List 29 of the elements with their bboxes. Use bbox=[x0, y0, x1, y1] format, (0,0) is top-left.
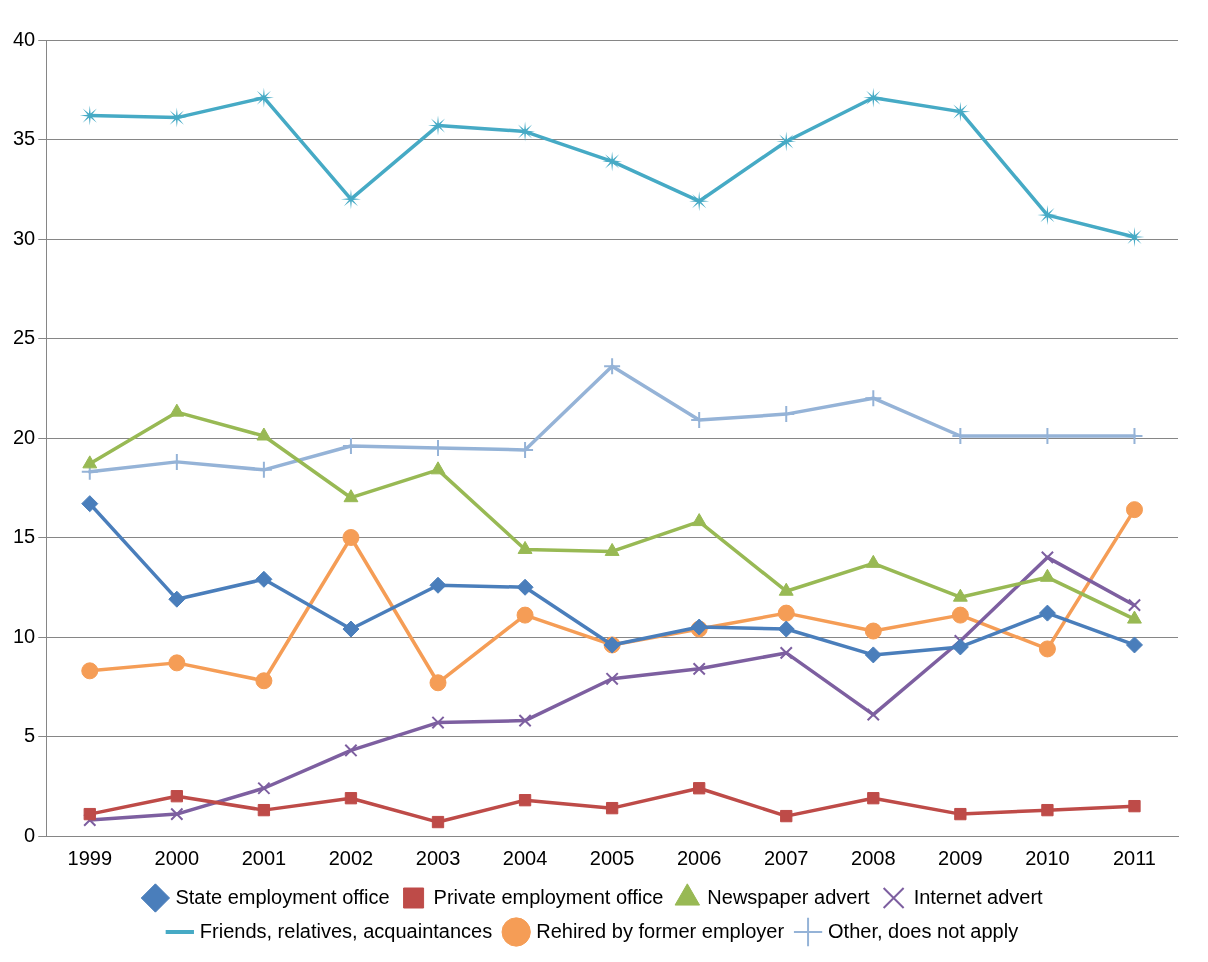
y-tick-label: 20 bbox=[13, 425, 36, 448]
x-tick-label: 2010 bbox=[1025, 846, 1070, 869]
x-tick-label: 2002 bbox=[328, 846, 374, 869]
x-tick-label: 2011 bbox=[1112, 846, 1156, 869]
legend-label: State employment office bbox=[175, 885, 390, 908]
y-tick-label: 15 bbox=[13, 525, 36, 548]
x-tick-label: 2003 bbox=[415, 846, 461, 869]
x-tick-label: 2000 bbox=[154, 846, 200, 869]
y-tick-label: 35 bbox=[13, 127, 36, 150]
y-tick-label: 30 bbox=[13, 226, 36, 249]
x-tick-label: 1999 bbox=[67, 846, 113, 869]
x-tick-label: 2001 bbox=[241, 846, 287, 869]
x-tick-label: 2009 bbox=[938, 846, 983, 869]
x-tick-label: 2004 bbox=[502, 846, 548, 869]
x-tick-label: 2005 bbox=[589, 846, 635, 869]
legend-label: Newspaper advert bbox=[707, 885, 871, 908]
y-tick-label: 40 bbox=[13, 27, 36, 50]
legend-label: Private employment office bbox=[433, 885, 664, 908]
y-tick-label: 0 bbox=[24, 823, 36, 846]
legend-label: Internet advert bbox=[913, 885, 1044, 908]
legend-label: Rehired by former employer bbox=[536, 919, 785, 942]
y-tick-label: 10 bbox=[13, 624, 36, 647]
x-tick-label: 2008 bbox=[851, 846, 896, 869]
y-tick-label: 5 bbox=[24, 724, 36, 747]
x-tick-label: 2007 bbox=[763, 846, 809, 869]
legend-label: Other, does not apply bbox=[828, 919, 1019, 942]
x-tick-label: 2006 bbox=[676, 846, 722, 869]
legend-label: Friends, relatives, acquaintances bbox=[199, 919, 493, 942]
y-tick-label: 25 bbox=[13, 326, 36, 349]
